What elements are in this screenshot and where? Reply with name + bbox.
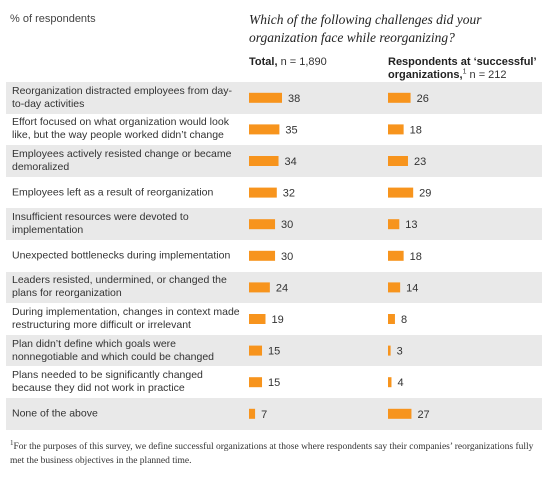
table-row: Effort focused on what organization woul…: [6, 114, 542, 146]
bar-successful: [388, 92, 411, 103]
footnote-text: For the purposes of this survey, we defi…: [10, 442, 534, 466]
bar-total: [249, 187, 277, 198]
value-label-successful: 26: [417, 93, 429, 105]
category-label: During implementation, changes in contex…: [12, 305, 240, 331]
value-label-successful: 29: [419, 188, 431, 200]
bar-successful: [388, 250, 404, 261]
footnote-mark: 1: [462, 68, 467, 76]
value-label-successful: 14: [406, 282, 418, 294]
value-label-total: 30: [281, 251, 293, 263]
value-label-successful: 8: [401, 314, 407, 326]
category-label: Leaders resisted, undermined, or changed…: [12, 274, 227, 300]
value-label-total: 34: [285, 156, 297, 168]
value-label-total: 19: [272, 314, 284, 326]
column-n-successful: n = 212: [469, 69, 507, 81]
value-label-total: 15: [268, 346, 280, 358]
category-label: Employees left as a result of reorganiza…: [12, 186, 214, 199]
bar-successful: [388, 408, 412, 419]
column-label-total: Total,: [249, 56, 278, 68]
bar-successful: [388, 156, 408, 166]
bar-total: [249, 408, 256, 419]
category-label: None of the above: [12, 407, 98, 420]
bar-total: [249, 314, 266, 324]
column-label-successful: Respondents at ‘successful’ organization…: [388, 56, 536, 81]
bar-successful: [388, 377, 392, 388]
chart-rows: Reorganization distracted employees from…: [6, 82, 542, 430]
value-label-successful: 4: [397, 377, 403, 389]
column-header-total: Total, n = 1,890: [249, 56, 327, 69]
bar-successful: [388, 124, 404, 135]
value-label-total: 15: [268, 377, 280, 389]
table-row: Leaders resisted, undermined, or changed…: [6, 271, 542, 304]
bar-successful: [388, 345, 391, 356]
bar-total: [249, 377, 263, 388]
chart-question: Which of the following challenges did yo…: [249, 12, 482, 45]
category-label: Employees actively resisted change or be…: [12, 147, 232, 173]
category-label: Unexpected bottlenecks during implementa…: [12, 249, 231, 262]
bar-successful: [388, 187, 414, 198]
value-label-total: 7: [261, 409, 267, 421]
category-label: Plans needed to be significantly changed…: [12, 369, 203, 395]
value-label-successful: 13: [405, 219, 417, 231]
footnote: 1For the purposes of this survey, we def…: [10, 438, 538, 468]
value-label-successful: 18: [410, 124, 422, 136]
bar-total: [249, 124, 280, 135]
bar-total: [249, 219, 276, 230]
bar-total: [249, 156, 279, 166]
unit-label: % of respondents: [10, 13, 96, 25]
bar-total: [249, 282, 270, 293]
table-row: Plan didn’t define which goals were nonn…: [6, 334, 542, 367]
bar-successful: [388, 314, 395, 324]
value-label-total: 38: [288, 93, 300, 105]
value-label-total: 30: [281, 219, 293, 231]
footnote-number: 1: [10, 438, 14, 447]
table-row: Plans needed to be significantly changed…: [6, 366, 542, 398]
category-label: Effort focused on what organization woul…: [12, 116, 229, 142]
value-label-total: 35: [285, 124, 297, 136]
value-label-successful: 18: [410, 251, 422, 263]
bar-total: [249, 92, 282, 103]
category-label: Insufficient resources were devoted to i…: [12, 211, 189, 237]
value-label-successful: 23: [414, 156, 426, 168]
category-label: Plan didn’t define which goals were nonn…: [12, 337, 214, 363]
value-label-total: 32: [283, 188, 295, 200]
table-row: Insufficient resources were devoted to i…: [6, 208, 542, 240]
value-label-total: 24: [276, 282, 288, 294]
category-label: Reorganization distracted employees from…: [12, 84, 233, 110]
value-label-successful: 27: [417, 409, 429, 421]
table-row: None of the above: [6, 397, 542, 430]
table-row: Employees left as a result of reorganiza…: [6, 177, 542, 209]
bar-total: [249, 250, 276, 261]
bar-total: [249, 345, 263, 356]
bar-successful: [388, 219, 400, 230]
value-label-successful: 3: [397, 346, 403, 358]
bar-successful: [388, 282, 401, 293]
column-header-successful: Respondents at ‘successful’ organization…: [388, 56, 545, 82]
bar-chart: 38 26 35 18 34 23 32 29 30 13 30 18 24 14 19 8 15 3 15 4 7 27: [249, 92, 431, 421]
table-row: During implementation, changes in contex…: [6, 303, 542, 335]
column-n-total: n = 1,890: [280, 56, 327, 68]
table-row: Unexpected bottlenecks during implementa…: [6, 240, 542, 272]
